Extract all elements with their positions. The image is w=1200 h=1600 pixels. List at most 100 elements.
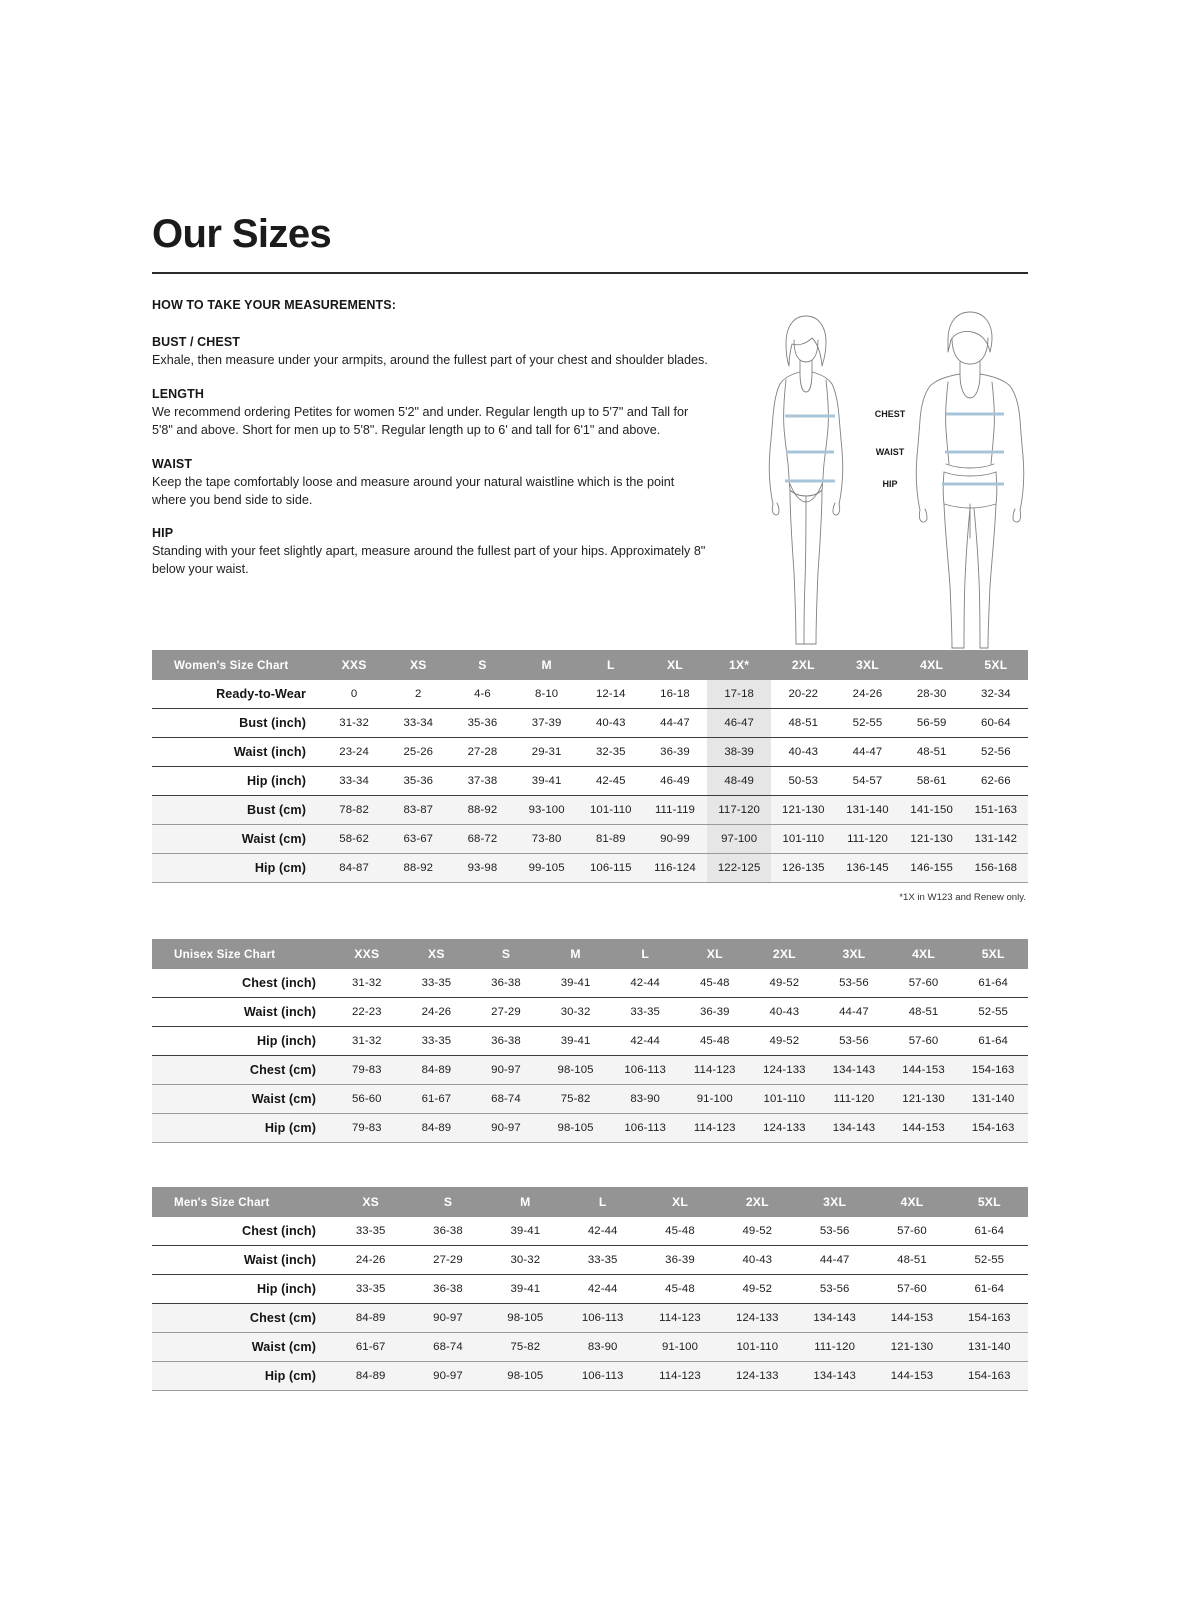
womens-cell: 63-67 [403,833,434,845]
womens-cell: 32-34 [981,688,1011,700]
womens-row-label: Bust (inch) [239,716,307,730]
mens-cell: 106-113 [581,1312,624,1324]
unisex-cell: 56-60 [351,1093,382,1105]
male-measure-lines [942,412,1004,486]
table-row: Hip (cm) 84-89 90-97 98-105 106-113 114-123 12… [152,1361,1028,1391]
mens-cell: 36-38 [433,1225,463,1237]
mens-cell: 48-51 [897,1254,927,1266]
womens-cell: 68-72 [467,833,498,845]
unisex-cell: 98-105 [557,1122,594,1134]
unisex-cell: 36-39 [699,1006,730,1018]
page-title: Our Sizes [152,212,332,256]
unisex-cell: 154-163 [971,1122,1015,1134]
womens-table-footnote: *1X in W123 and Renew only. [899,892,1026,903]
womens-column-header: 5XL [963,650,1028,680]
unisex-cell: 30-32 [560,1006,591,1018]
womens-cell: 126-135 [782,862,825,874]
unisex-cell: 22-23 [351,1006,382,1018]
womens-cell: 117-120 [707,795,772,825]
male-figure-icon [915,311,1025,649]
womens-cell: 73-80 [531,833,562,845]
womens-cell: 31-32 [339,717,369,729]
womens-cell: 33-34 [339,775,369,787]
mens-cell: 44-47 [819,1254,850,1266]
mens-column-header: 3XL [795,1187,874,1217]
unisex-cell: 68-74 [491,1093,521,1105]
womens-cell: 58-61 [916,775,947,787]
mens-cell: 114-123 [659,1370,701,1382]
measurement-section-waist: WAIST Keep the tape comfortably loose an… [152,457,712,510]
table-row: Hip (cm) 84-87 88-92 93-98 99-105 106-115 116-… [152,853,1028,883]
table-row: Chest (inch) 31-32 33-35 36-38 39-41 42-44 45-… [152,969,1028,998]
womens-table-body: Ready-to-Wear 0 2 4-6 8-10 12-14 16-18 17-18 20-… [152,680,1028,883]
title-divider [152,272,1028,274]
mens-cell: 57-60 [897,1225,927,1237]
mens-cell: 36-38 [433,1283,463,1295]
unisex-cell: 124-133 [763,1064,806,1076]
table-row: Ready-to-Wear 0 2 4-6 8-10 12-14 16-18 17-18 20-… [152,680,1028,709]
section-body: Exhale, then measure under your armpits,… [152,353,708,367]
unisex-cell: 36-38 [491,977,521,989]
unisex-cell: 33-35 [630,1006,660,1018]
section-heading: BUST / CHEST [152,335,241,349]
womens-cell: 141-150 [910,804,953,816]
unisex-cell: 61-64 [978,1035,1008,1047]
mens-cell: 75-82 [510,1341,541,1353]
unisex-cell: 154-163 [971,1064,1015,1076]
mens-cell: 33-35 [355,1283,386,1295]
table-row: Waist (cm) 61-67 68-74 75-82 83-90 91-100 101-… [152,1332,1028,1362]
womens-size-chart-table: Women's Size Chart XXS XS S M L XL 1X* 2XL 3XL 4XL… [152,650,1028,883]
unisex-cell: 44-47 [839,1006,869,1018]
section-body: Standing with your feet slightly apart, … [152,544,706,577]
unisex-header-row: Unisex Size Chart XXS XS S M L XL 2XL 3XL 4XL 5XL [152,939,1028,969]
womens-cell: 97-100 [707,824,772,854]
unisex-cell: 121-130 [902,1093,945,1105]
womens-row-label: Hip (cm) [254,861,307,875]
unisex-size-chart-table: Unisex Size Chart XXS XS S M L XL 2XL 3XL 4XL 5XL … [152,939,1028,1143]
womens-cell: 36-39 [660,746,690,758]
mens-column-header: S [409,1187,487,1217]
womens-cell: 24-26 [852,688,883,700]
womens-cell: 146-155 [910,862,953,874]
womens-cell: 4-6 [474,688,491,700]
mens-cell: 49-52 [742,1225,773,1237]
unisex-cell: 24-26 [421,1006,452,1018]
unisex-column-header: M [540,939,611,969]
womens-cell: 136-145 [846,862,889,874]
unisex-column-header: 4XL [888,939,959,969]
unisex-cell: 49-52 [769,977,800,989]
table-row: Waist (cm) 58-62 63-67 68-72 73-80 81-89 90-99… [152,824,1028,854]
womens-cell: 50-53 [788,775,819,787]
unisex-row-label: Waist (cm) [251,1092,316,1106]
section-heading: WAIST [152,456,193,471]
mens-cell: 124-133 [736,1370,779,1382]
label-chest: CHEST [875,409,906,419]
unisex-table-body: Chest (inch) 31-32 33-35 36-38 39-41 42-44 45-… [152,969,1028,1143]
mens-cell: 39-41 [510,1283,541,1295]
mens-cell: 90-97 [433,1312,463,1324]
womens-column-header: 2XL [771,650,836,680]
mens-row-label: Chest (cm) [249,1311,316,1325]
mens-cell: 83-90 [587,1341,618,1353]
spacer-2 [152,1143,1028,1187]
womens-table-head: Women's Size Chart XXS XS S M L XL 1X* 2XL 3XL 4XL… [152,650,1028,680]
unisex-cell: 83-90 [630,1093,660,1105]
womens-cell: 48-51 [916,746,947,758]
mens-cell: 45-48 [665,1225,695,1237]
womens-cell: 12-14 [595,688,626,700]
table-row: Chest (cm) 84-89 90-97 98-105 106-113 114-123… [152,1303,1028,1333]
mens-cell: 101-110 [736,1341,779,1353]
mens-column-header: M [486,1187,564,1217]
womens-column-header: 1X* [707,650,772,680]
measurement-labels: CHEST WAIST HIP [875,409,906,489]
table-row: Waist (inch) 23-24 25-26 27-28 29-31 32-35 36-… [152,737,1028,767]
table-row: Bust (cm) 78-82 83-87 88-92 93-100 101-110 111… [152,795,1028,825]
womens-cell: 121-130 [782,804,825,816]
womens-cell: 28-30 [916,688,947,700]
unisex-cell: 84-89 [421,1122,452,1134]
womens-cell: 52-55 [852,717,883,729]
mens-cell: 42-44 [587,1283,618,1295]
mens-cell: 61-64 [974,1283,1005,1295]
womens-cell: 116-124 [654,862,696,874]
unisex-cell: 57-60 [908,1035,939,1047]
